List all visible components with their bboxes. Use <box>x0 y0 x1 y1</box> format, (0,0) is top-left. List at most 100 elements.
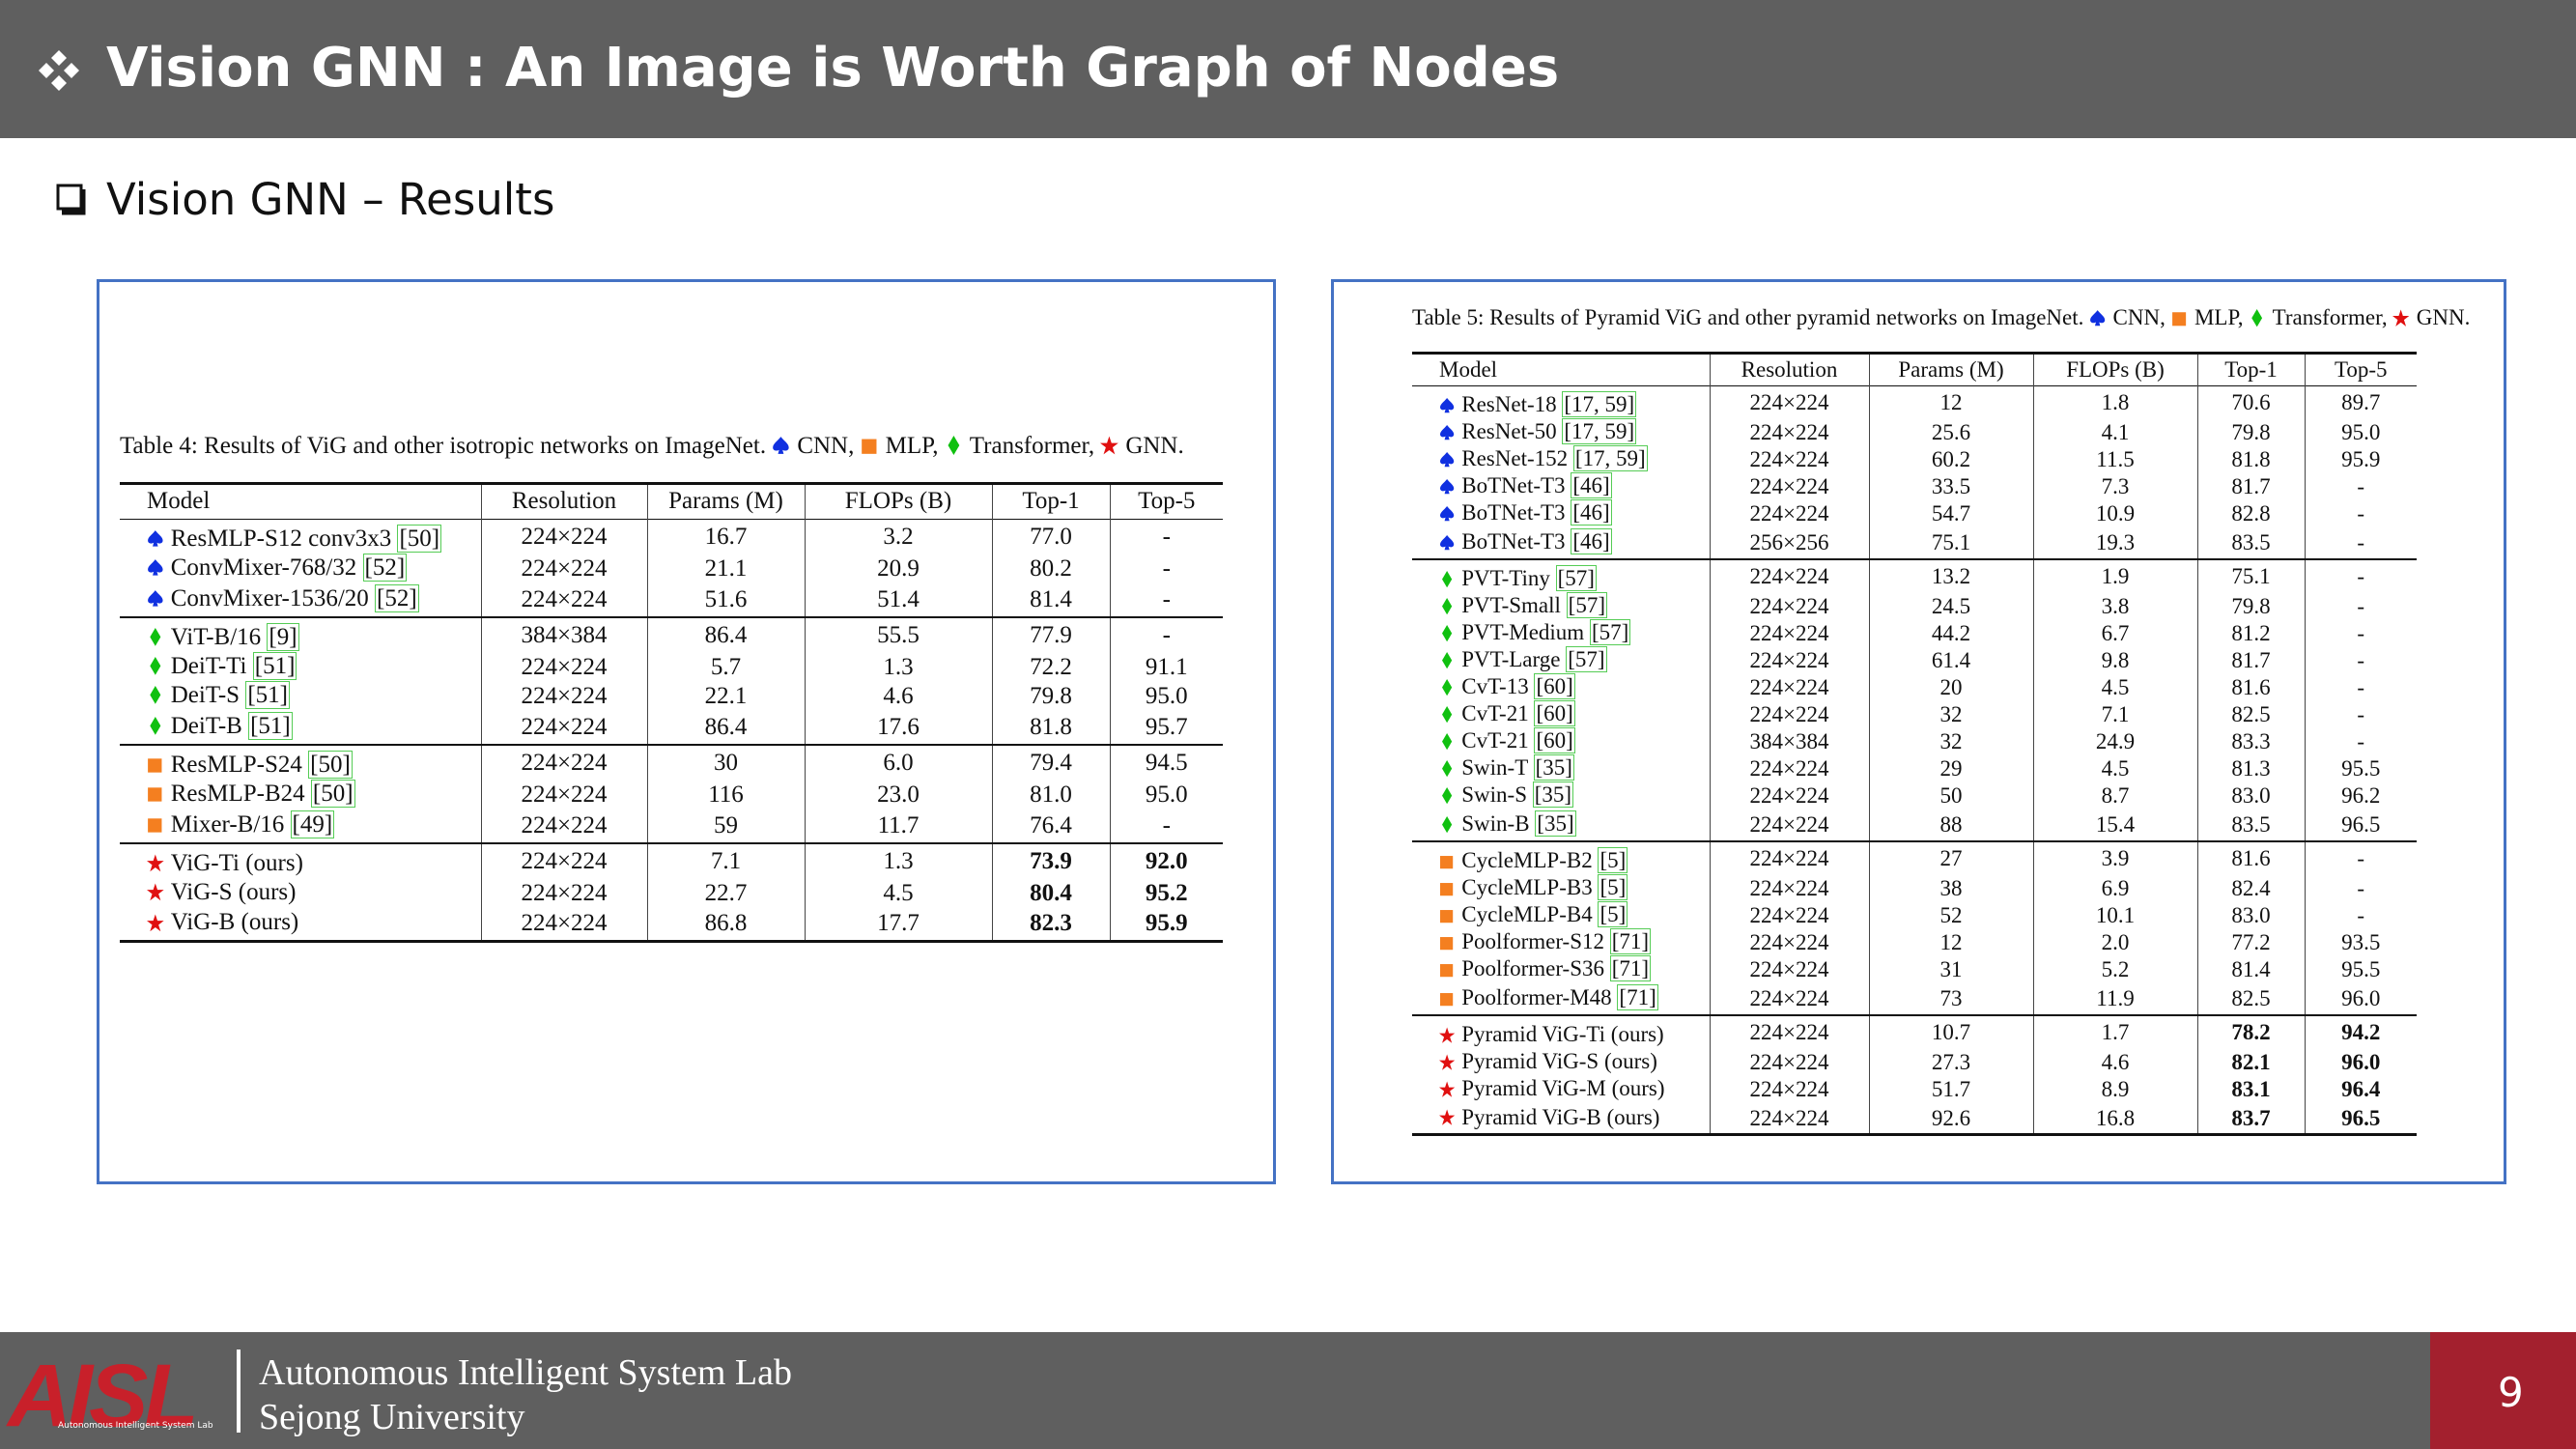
column-header: Top-1 <box>2196 353 2305 386</box>
model-name: ResMLP-S12 conv3x3 <box>170 525 392 552</box>
citation: [60] <box>1534 699 1575 726</box>
value-cell: - <box>1109 519 1223 554</box>
table-row: DeiT-B [51] 224×224 86.4 17.6 81.8 95.7 <box>120 710 1223 745</box>
citation: [57] <box>1566 591 1607 618</box>
category-icon <box>1439 568 1456 593</box>
category-icon <box>147 655 165 682</box>
value-cell: 4.5 <box>2032 673 2197 701</box>
category-icon <box>147 852 165 879</box>
category-icon <box>147 782 165 810</box>
category-icon <box>147 715 165 742</box>
value-cell: 384×384 <box>1709 727 1869 755</box>
value-cell: 88 <box>1868 809 2033 841</box>
citation: [46] <box>1571 527 1612 554</box>
model-name: Poolformer-S36 <box>1461 955 1604 980</box>
category-icon <box>1439 622 1456 647</box>
model-name: CvT-21 <box>1461 700 1529 725</box>
value-cell: 224×224 <box>1709 499 1869 527</box>
value-cell: 95.9 <box>1109 907 1223 942</box>
value-cell: 70.6 <box>2196 385 2305 419</box>
value-cell: 51.7 <box>1868 1075 2033 1103</box>
model-name: BoTNet-T3 <box>1461 472 1566 497</box>
page-number: 9 <box>2498 1369 2524 1416</box>
model-name: CvT-21 <box>1461 727 1529 753</box>
value-cell: - <box>2304 558 2417 593</box>
value-cell: - <box>2304 673 2417 701</box>
value-cell: 3.2 <box>804 519 992 554</box>
model-name: ResNet-18 <box>1461 391 1557 416</box>
model-cell: DeiT-Ti [51] <box>120 651 481 682</box>
value-cell: 224×224 <box>480 878 647 908</box>
column-header: Resolution <box>1709 353 1869 386</box>
value-cell: 17.7 <box>804 907 992 942</box>
value-cell: 224×224 <box>480 519 647 554</box>
value-cell: 77.0 <box>991 519 1110 554</box>
value-cell: 86.4 <box>646 710 805 745</box>
citation: [50] <box>310 779 355 808</box>
value-cell: 96.2 <box>2304 781 2417 810</box>
citation: [5] <box>1598 846 1628 873</box>
value-cell: 22.7 <box>646 878 805 908</box>
table-row: CycleMLP-B4 [5] 224×224 52 10.1 83.0- <box>1412 900 2417 929</box>
citation: [35] <box>1535 810 1576 837</box>
citation: [57] <box>1555 564 1597 591</box>
value-cell: 92.6 <box>1868 1102 2033 1135</box>
value-cell: 224×224 <box>1709 1102 1869 1135</box>
value-cell: 61.4 <box>1868 646 2033 674</box>
value-cell: 89.7 <box>2304 385 2417 419</box>
value-cell: 224×224 <box>1709 700 1869 728</box>
category-icon <box>147 684 165 711</box>
model-cell: ViG-S (ours) <box>120 879 481 908</box>
citation: [57] <box>1589 618 1631 645</box>
category-icon <box>1439 784 1456 810</box>
model-cell: Pyramid ViG-M (ours) <box>1412 1076 1710 1103</box>
value-cell: 11.7 <box>804 809 992 843</box>
value-cell: 96.4 <box>2304 1075 2417 1103</box>
header-row: Model Resolution Params (M) FLOPs (B) Top-1 T… <box>120 483 1223 519</box>
model-name: CvT-13 <box>1461 673 1529 698</box>
column-header: Top-1 <box>991 483 1110 519</box>
value-cell: 60.2 <box>1868 445 2033 473</box>
value-cell: 224×224 <box>1709 1014 1869 1049</box>
table-row: Pyramid ViG-B (ours) 224×224 92.6 16.8 83.7 9… <box>1412 1102 2417 1135</box>
value-cell: 82.5 <box>2196 982 2305 1015</box>
value-cell: 224×224 <box>480 809 647 843</box>
model-name: Pyramid ViG-Ti (ours) <box>1461 1021 1664 1046</box>
legend-label: Transformer <box>969 433 1089 459</box>
value-cell: 24.9 <box>2032 727 2197 755</box>
table-row: BoTNet-T3 [46] 224×224 33.5 7.3 81.7- <box>1412 471 2417 500</box>
column-header: Top-5 <box>2304 353 2417 386</box>
category-icon <box>1439 1107 1456 1132</box>
value-cell: 224×224 <box>1709 472 1869 500</box>
value-cell: 32 <box>1868 727 2033 755</box>
model-cell: ConvMixer-768/32 [52] <box>120 553 481 583</box>
value-cell: 10.9 <box>2032 499 2197 527</box>
value-cell: 77.9 <box>991 616 1110 653</box>
table-row: ResMLP-S12 conv3x3 [50] 224×224 16.7 3.2 77.… <box>120 519 1223 554</box>
model-cell: CvT-21 [60] <box>1412 726 1710 755</box>
value-cell: 224×224 <box>1709 874 1869 902</box>
value-cell: 224×224 <box>1709 809 1869 841</box>
model-name: ConvMixer-1536/20 <box>170 584 369 611</box>
value-cell: 51.6 <box>646 582 805 617</box>
value-cell: 93.5 <box>2304 928 2417 956</box>
category-icon <box>2249 306 2266 334</box>
value-cell: 224×224 <box>480 780 647 810</box>
model-cell: DeiT-B [51] <box>120 711 481 745</box>
table-row: Mixer-B/16 [49] 224×224 59 11.7 76.4- <box>120 809 1223 843</box>
model-name: Poolformer-S12 <box>1461 928 1604 953</box>
value-cell: 95.0 <box>2304 418 2417 446</box>
value-cell: 8.9 <box>2032 1075 2197 1103</box>
value-cell: 95.5 <box>2304 955 2417 983</box>
model-cell: Pyramid ViG-Ti (ours) <box>1412 1015 1710 1049</box>
column-header: Resolution <box>480 483 647 519</box>
value-cell: 1.3 <box>804 652 992 682</box>
value-cell: 96.0 <box>2304 982 2417 1015</box>
category-icon <box>772 433 791 463</box>
value-cell: 81.6 <box>2196 673 2305 701</box>
model-cell: PVT-Tiny [57] <box>1412 559 1710 593</box>
model-name: Pyramid ViG-M (ours) <box>1461 1075 1665 1100</box>
citation: [52] <box>362 553 408 582</box>
value-cell: 24.5 <box>1868 592 2033 620</box>
category-icon <box>1439 475 1456 500</box>
